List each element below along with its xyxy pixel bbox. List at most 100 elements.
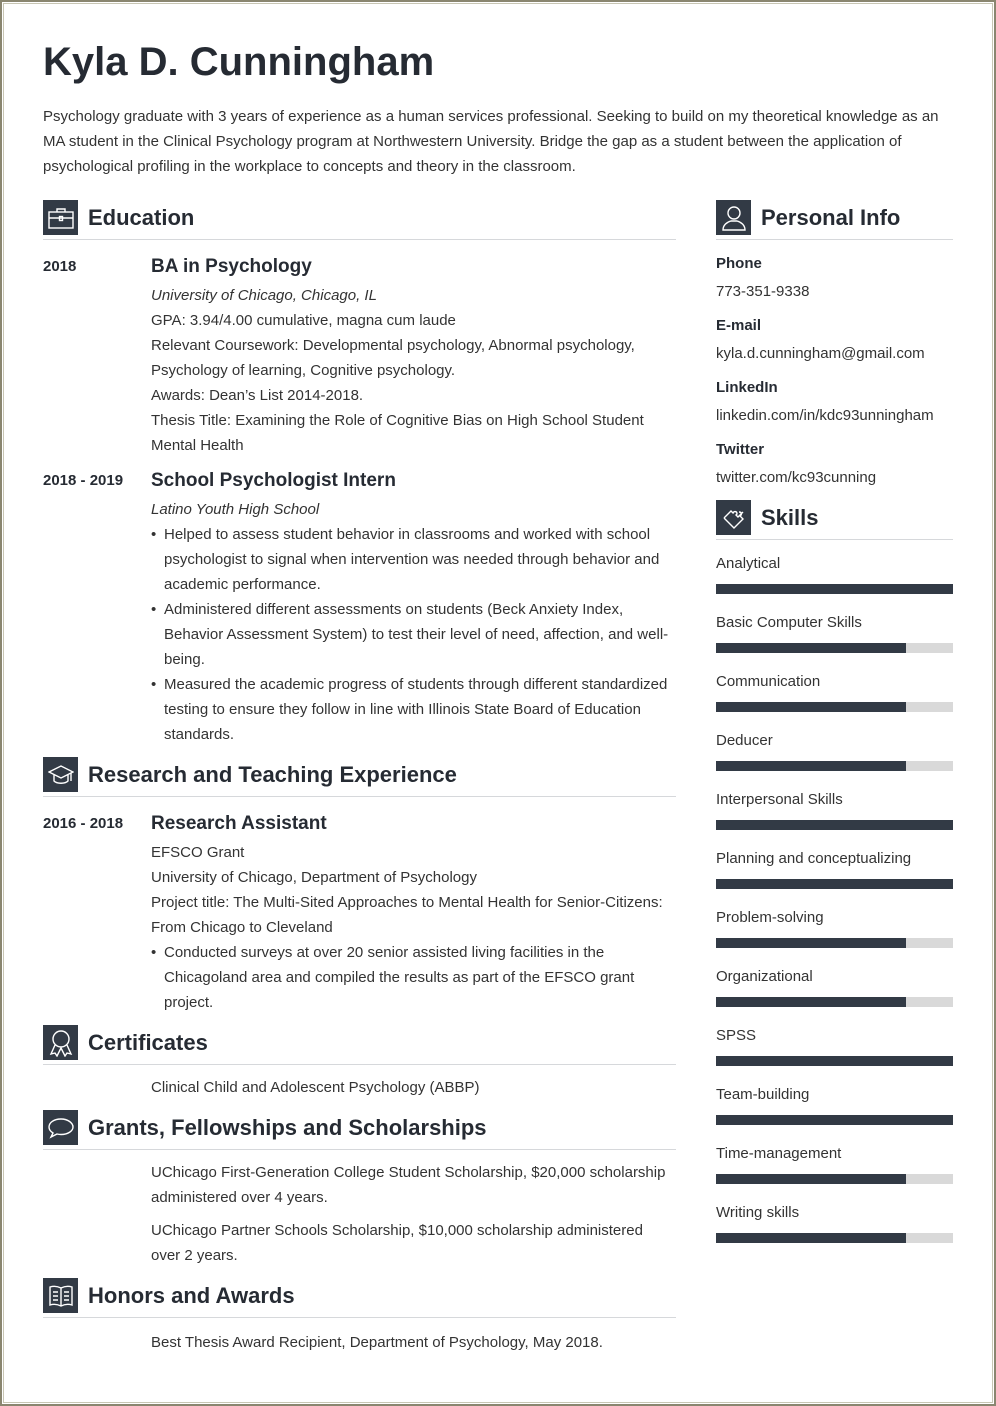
sidebar: Personal Info Phone 773-351-9338 E-mail … [716,200,953,1248]
phone-label: Phone [716,255,762,272]
skill-item: Interpersonal Skills [716,776,953,835]
skill-item: Basic Computer Skills [716,599,953,658]
skill-name: Planning and conceptualizing [716,850,912,867]
personal-info-section: Personal Info Phone 773-351-9338 E-mail … [716,200,953,488]
linkedin-value[interactable]: linkedin.com/in/kdc93unningham [716,407,934,424]
main-column: Education 2018 BA in Psychology Universi… [43,200,676,1355]
summary: Psychology graduate with 3 years of expe… [43,108,939,175]
puzzle-icon [716,500,751,535]
skill-name: Problem-solving [716,909,824,926]
skill-name: Team-building [716,1086,810,1103]
entry-line: GPA: 3.94/4.00 cumulative, magna cum lau… [151,312,456,329]
entry-subtitle: Latino Youth High School [151,501,320,518]
skill-item: Team-building [716,1071,953,1130]
skill-level-bar [716,1056,953,1066]
grants-section: Grants, Fellowships and Scholarships UCh… [43,1110,676,1268]
skills-list: Analytical Basic Computer Skills Communica… [716,540,953,1248]
skill-item: Analytical [716,540,953,599]
section-title: Grants, Fellowships and Scholarships [88,1114,487,1140]
skill-level-fill [716,643,906,653]
skill-level-bar [716,584,953,594]
section-title: Skills [761,504,819,530]
entry-line: EFSCO Grant [151,844,245,861]
skill-level-fill [716,1233,906,1243]
skill-item: Time-management [716,1130,953,1189]
grant-item: UChicago Partner Schools Scholarship, $1… [151,1222,643,1264]
skill-name: Communication [716,673,821,690]
skill-level-bar [716,1233,953,1243]
skill-name: SPSS [716,1027,757,1044]
skill-item: Writing skills [716,1189,953,1248]
entry-date: 2016 - 2018 [43,815,124,832]
entry-line: Relevant Coursework: Developmental psych… [151,337,635,379]
entry-date: 2018 - 2019 [43,472,124,489]
skill-level-fill [716,1056,953,1066]
skill-name: Analytical [716,555,781,572]
phone-value: 773-351-9338 [716,283,810,300]
skill-name: Organizational [716,968,813,985]
skill-level-fill [716,1174,906,1184]
candidate-name: Kyla D. Cunningham [43,40,435,84]
honors-section: Honors and Awards Best Thesis Award Reci… [43,1278,676,1355]
education-entry: 2018 - 2019 School Psychologist Intern L… [43,468,676,747]
skill-item: SPSS [716,1012,953,1071]
skill-name: Interpersonal Skills [716,791,843,808]
entry-line: Thesis Title: Examining the Role of Cogn… [151,412,644,454]
skill-item: Problem-solving [716,894,953,953]
section-title: Education [88,204,195,230]
certificates-section: Certificates Clinical Child and Adolesce… [43,1025,676,1100]
grant-item: UChicago First-Generation College Studen… [151,1164,666,1206]
skill-level-fill [716,997,906,1007]
bullet-item: Measured the academic progress of studen… [151,672,676,747]
skill-level-bar [716,820,953,830]
entry-title: Research Assistant [151,813,327,834]
speech-bubble-icon [43,1110,78,1145]
skill-name: Time-management [716,1145,842,1162]
entry-subtitle: University of Chicago, Chicago, IL [151,287,377,304]
skill-level-fill [716,761,906,771]
user-icon [716,200,751,235]
section-title: Honors and Awards [88,1282,295,1308]
award-ribbon-icon [43,1025,78,1060]
skill-level-bar [716,702,953,712]
twitter-value[interactable]: twitter.com/kc93cunning [716,469,877,486]
entry-line: Project title: The Multi-Sited Approache… [151,894,663,936]
email-label: E-mail [716,317,762,334]
skill-level-bar [716,1115,953,1125]
book-icon [43,1278,78,1313]
skill-name: Deducer [716,732,773,749]
skill-level-bar [716,879,953,889]
skill-level-fill [716,1115,953,1125]
education-entry: 2018 BA in Psychology University of Chic… [43,254,676,458]
skill-name: Writing skills [716,1204,800,1221]
skill-level-bar [716,643,953,653]
skill-item: Planning and conceptualizing [716,835,953,894]
linkedin-label: LinkedIn [716,379,778,396]
twitter-label: Twitter [716,441,765,458]
certificate-item: Clinical Child and Adolescent Psychology… [151,1079,480,1096]
skill-level-fill [716,820,953,830]
skill-level-bar [716,761,953,771]
research-section: Research and Teaching Experience 2016 - … [43,757,676,1015]
entry-title: BA in Psychology [151,256,312,277]
section-title: Certificates [88,1029,208,1055]
bullet-item: Administered different assessments on st… [151,597,676,672]
bullet-item: Helped to assess student behavior in cla… [151,522,676,597]
entry-line: Awards: Dean’s List 2014-2018. [151,387,364,404]
section-title: Research and Teaching Experience [88,761,457,787]
email-value[interactable]: kyla.d.cunningham@gmail.com [716,345,925,362]
entry-date: 2018 [43,258,77,275]
skill-name: Basic Computer Skills [716,614,862,631]
skill-item: Organizational [716,953,953,1012]
briefcase-icon [43,200,78,235]
bullet-item: Conducted surveys at over 20 senior assi… [151,940,676,1015]
skill-level-fill [716,879,953,889]
research-entry: 2016 - 2018 Research Assistant EFSCO Gra… [43,811,676,1015]
skills-section: Skills Analytical Basic Computer Skills Co… [716,500,953,1248]
entry-line: University of Chicago, Department of Psy… [151,869,477,886]
skill-level-fill [716,702,906,712]
section-title: Personal Info [761,204,901,230]
skill-level-fill [716,938,906,948]
entry-title: School Psychologist Intern [151,470,396,491]
